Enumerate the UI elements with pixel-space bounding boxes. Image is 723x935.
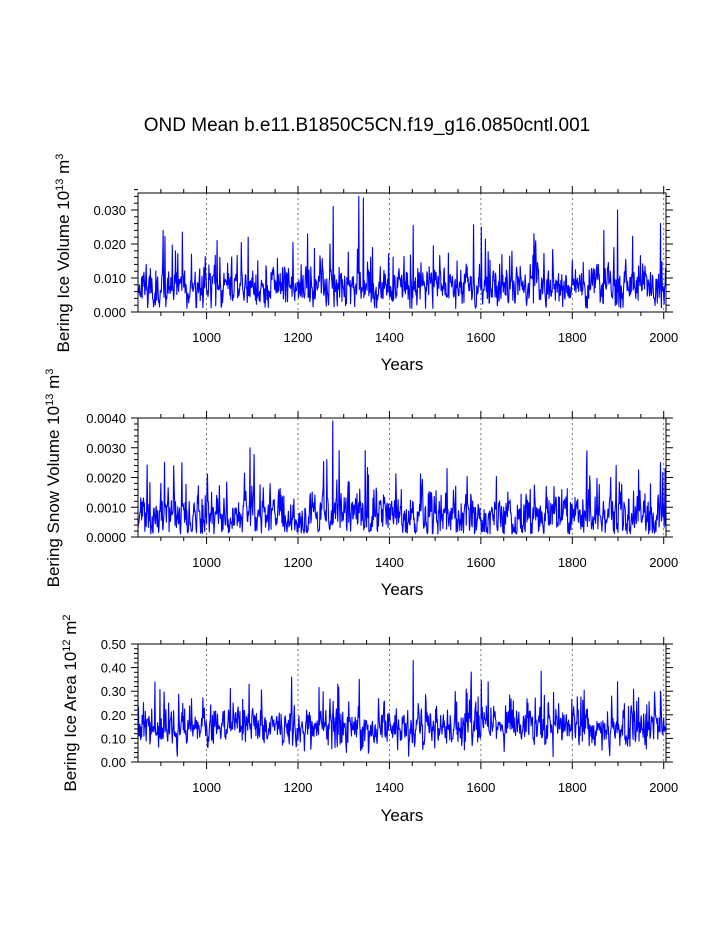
snow-volume-xtick-label: 1400 [375, 555, 404, 570]
snow-volume-series-line [137, 420, 667, 535]
ice-area-ytick-label: 0.20 [101, 708, 126, 723]
ice-area-ytick-label: 0.10 [101, 731, 126, 746]
ice-volume-xtick-label: 1200 [284, 330, 313, 345]
panel-ice-area: Bering Ice Area 1012 m2 Years 1000 1200 14… [61, 614, 678, 825]
figure-title: OND Mean b.e11.B1850C5CN.f19_g16.0850cnt… [144, 115, 590, 136]
ice-volume-ytick-label: 0.010 [93, 271, 126, 286]
snow-volume-ytick-label: 0.0030 [86, 441, 126, 456]
ice-area-ytick-label: 0.30 [101, 684, 126, 699]
ice-area-xtick-label: 1200 [284, 780, 313, 795]
panel-ice-volume: Bering Ice Volume 1013 m3 Years 1000 1200… [54, 154, 678, 374]
snow-volume-ytick-label: 0.0000 [86, 530, 126, 545]
ice-volume-xtick-label: 2000 [649, 330, 678, 345]
ice-area-xtick-label: 1800 [558, 780, 587, 795]
ice-volume-xtick-label: 1600 [466, 330, 495, 345]
ice-volume-xtick-label: 1000 [192, 330, 221, 345]
ice-area-plot-frame [137, 643, 667, 763]
panel-ice-volume-ylabel: Bering Ice Volume 1013 m3 [54, 154, 73, 353]
snow-volume-xtick-label: 1000 [192, 555, 221, 570]
ice-volume-series-line [137, 195, 667, 310]
ice-volume-xtick-label: 1800 [558, 330, 587, 345]
ice-volume-plot-frame [137, 192, 667, 313]
snow-volume-xtick-label: 1200 [284, 555, 313, 570]
panel-snow-volume-xlabel: Years [381, 580, 424, 599]
ice-volume-ytick-label: 0.000 [93, 305, 126, 320]
ice-volume-ytick-label: 0.020 [93, 237, 126, 252]
snow-volume-xtick-label: 1600 [466, 555, 495, 570]
ice-area-xtick-label: 2000 [649, 780, 678, 795]
ice-area-ytick-label: 0.40 [101, 661, 126, 676]
panel-ice-volume-xlabel: Years [381, 355, 424, 374]
panel-ice-area-xlabel: Years [381, 806, 424, 825]
snow-volume-xtick-label: 2000 [649, 555, 678, 570]
snow-volume-ytick-label: 0.0020 [86, 471, 126, 486]
ice-area-ytick-label: 0.00 [101, 755, 126, 770]
ice-volume-xtick-label: 1400 [375, 330, 404, 345]
panel-snow-volume: Bering Snow Volume 1013 m3 Years 1000 120… [44, 369, 678, 599]
ice-area-series-line [137, 659, 667, 758]
ice-area-xtick-label: 1000 [192, 780, 221, 795]
ice-area-xtick-label: 1400 [375, 780, 404, 795]
ice-area-ytick-label: 0.50 [101, 637, 126, 652]
snow-volume-xtick-label: 1800 [558, 555, 587, 570]
panel-snow-volume-ylabel: Bering Snow Volume 1013 m3 [44, 369, 63, 588]
panel-ice-area-ylabel: Bering Ice Area 1012 m2 [61, 614, 80, 791]
snow-volume-ytick-label: 0.0010 [86, 500, 126, 515]
ice-area-xtick-label: 1600 [466, 780, 495, 795]
ice-volume-ytick-label: 0.030 [93, 203, 126, 218]
snow-volume-ytick-label: 0.0040 [86, 411, 126, 426]
